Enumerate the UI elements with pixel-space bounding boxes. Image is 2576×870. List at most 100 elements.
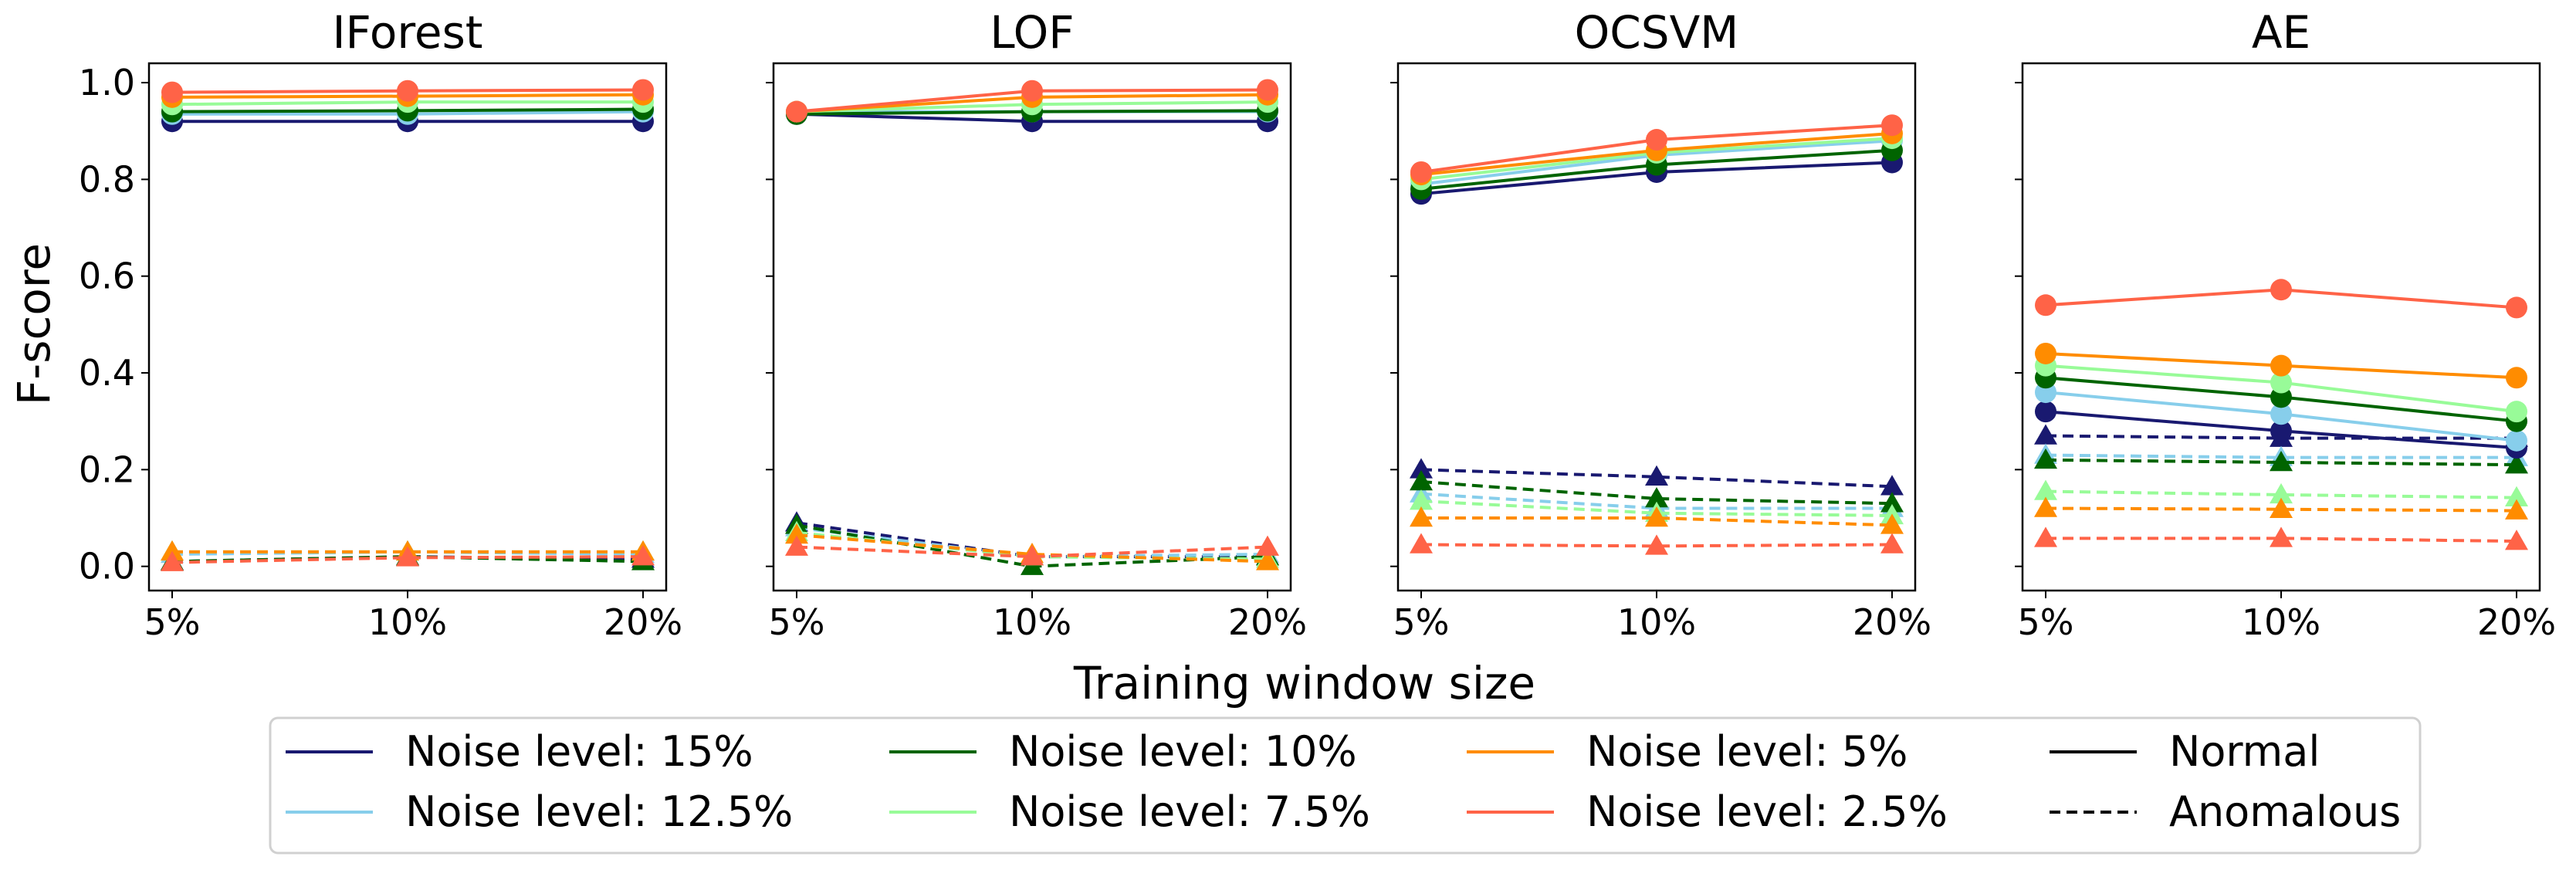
y-tick-label: 0.2 (79, 449, 135, 490)
normal-point (2035, 294, 2056, 317)
normal-point (1410, 161, 1432, 183)
normal-point (1021, 80, 1043, 102)
x-tick-label: 10% (2242, 601, 2320, 643)
panel-lof: LOF 5% 10% 20% (766, 6, 1307, 643)
y-tick-label: 1.0 (79, 62, 135, 103)
anomalous-point (2034, 479, 2057, 500)
x-tick-label: 10% (368, 601, 447, 643)
legend-label: Noise level: 12.5% (405, 787, 793, 836)
legend-entry: Noise level: 5% (1467, 727, 1907, 776)
anomalous-point (1410, 458, 1433, 479)
normal-point (1257, 79, 1278, 101)
anomalous-line-2.5% (796, 545, 1268, 559)
legend-label: Noise level: 10% (1009, 727, 1357, 776)
anomalous-line-7.5% (1420, 499, 1893, 517)
legend-entry: Noise level: 15% (286, 727, 753, 776)
legend-label: Noise level: 5% (1586, 727, 1907, 776)
x-tick-label: 20% (604, 601, 682, 643)
panel-ae: AE 5% 10% 20% (2015, 6, 2556, 643)
anomalous-line-5% (1421, 516, 1893, 527)
anomalous-point (396, 546, 419, 567)
anomalous-point (2505, 499, 2528, 520)
anomalous-line-12.5% (1420, 492, 1892, 510)
y-tick-label: 0.4 (79, 352, 135, 394)
anomalous-point (161, 540, 184, 561)
anomalous-point (1645, 506, 1668, 527)
legend-label: Noise level: 7.5% (1009, 787, 1370, 836)
panel-title: LOF (990, 6, 1074, 59)
anomalous-point (1645, 465, 1668, 486)
legend-entry: Noise level: 7.5% (889, 787, 1370, 836)
anomalous-line-12.5% (2045, 453, 2517, 459)
anomalous-point (631, 545, 655, 566)
legend-label: Noise level: 15% (405, 727, 753, 776)
legend-entry: Noise level: 2.5% (1467, 787, 1948, 836)
panel-title: OCSVM (1575, 6, 1739, 59)
anomalous-line-15% (1420, 468, 1893, 489)
legend-entry: Noise level: 12.5% (286, 787, 793, 836)
normal-point (632, 79, 654, 101)
legend: Noise level: 15% Noise level: 10% Noise le… (269, 716, 2422, 855)
panel-iforest: IForest 0.0 0.2 0.4 0.6 0.8 1.0 5% 10% 20% (79, 6, 682, 643)
plot-frame (1396, 62, 1917, 592)
normal-point (2270, 371, 2292, 394)
anomalous-point (2270, 497, 2293, 518)
normal-point (2506, 296, 2527, 319)
anomalous-point (2034, 496, 2057, 517)
plot-frame (772, 62, 1292, 592)
x-tick-label: 20% (1853, 601, 1931, 643)
x-tick-label: 5% (769, 601, 825, 643)
normal-point (161, 81, 183, 103)
anomalous-point (2270, 450, 2293, 472)
anomalous-point (2034, 448, 2057, 469)
anomalous-point (2034, 424, 2057, 445)
legend-entries: Noise level: 15% Noise level: 10% Noise le… (286, 727, 2401, 836)
normal-point (2506, 429, 2527, 452)
x-axis-label: Training window size (1073, 657, 1535, 709)
anomalous-point (1645, 534, 1668, 555)
legend-entry: Normal (2050, 727, 2320, 776)
x-tick-label: 10% (993, 601, 1071, 643)
y-tick-label: 0.8 (79, 158, 135, 200)
x-tick-label: 20% (1228, 601, 1307, 643)
plot-frame (2021, 62, 2541, 592)
normal-point (1881, 114, 1903, 137)
x-tick-label: 10% (1617, 601, 1696, 643)
anomalous-line-5% (796, 533, 1268, 564)
normal-point (1646, 129, 1667, 151)
normal-point (2506, 401, 2527, 423)
x-tick-label: 5% (2018, 601, 2074, 643)
y-tick-label: 0.0 (79, 546, 135, 587)
y-tick-label: 0.6 (79, 256, 135, 297)
anomalous-point (2505, 453, 2528, 474)
anomalous-point (1410, 470, 1433, 491)
normal-point (2506, 367, 2527, 389)
anomalous-line-2.5% (1420, 543, 1893, 548)
panel-title: IForest (332, 6, 482, 59)
plot-frame (147, 62, 668, 592)
panel-ocsvm: OCSVM 5% 10% 20% (1390, 6, 1931, 643)
anomalous-line-10% (2045, 458, 2517, 467)
anomalous-point (1256, 535, 1279, 556)
anomalous-line-5% (2045, 506, 2517, 513)
legend-entry: Noise level: 10% (889, 727, 1357, 776)
anomalous-point (1880, 492, 1904, 513)
anomalous-point (2270, 526, 2293, 547)
normal-point (2270, 403, 2292, 425)
normal-point (2270, 354, 2292, 377)
legend-label: Anomalous (2169, 787, 2401, 836)
panel-title: AE (2252, 6, 2310, 59)
anomalous-line-7.5% (2045, 489, 2517, 499)
anomalous-point (2270, 482, 2293, 504)
x-tick-label: 5% (1393, 601, 1450, 643)
anomalous-point (161, 550, 184, 571)
anomalous-line-2.5% (171, 555, 644, 564)
anomalous-point (1880, 475, 1904, 496)
x-tick-label: 5% (144, 601, 201, 643)
anomalous-point (1256, 550, 1279, 570)
subplot-panels: IForest 0.0 0.2 0.4 0.6 0.8 1.0 5% 10% 20% LOF 5% 10… (79, 6, 2556, 643)
normal-point (2035, 401, 2056, 423)
anomalous-line-12.5% (171, 550, 644, 557)
normal-point (2035, 342, 2056, 364)
anomalous-point (1410, 489, 1433, 510)
